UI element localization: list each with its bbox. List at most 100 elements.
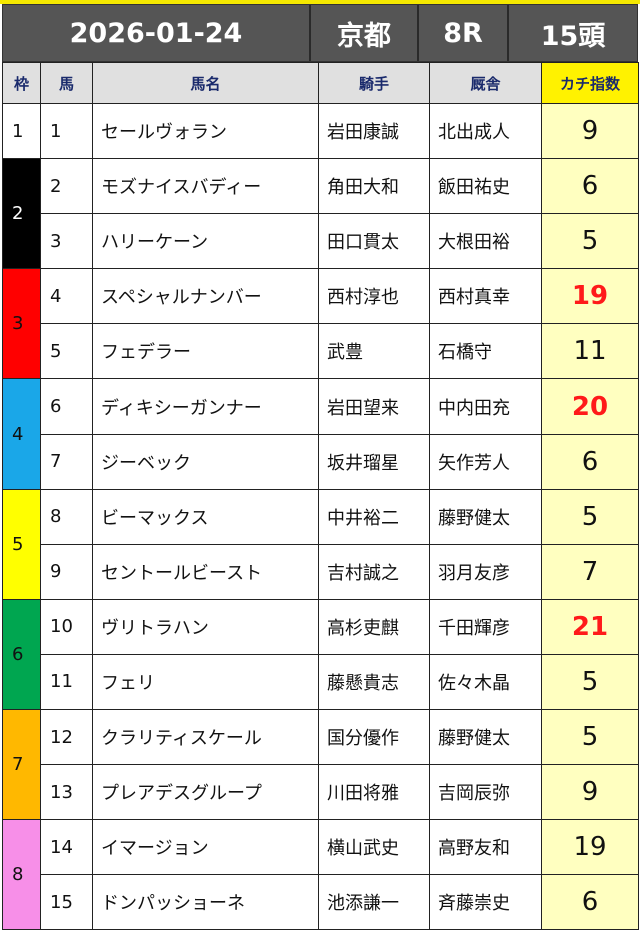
horse-name-cell: セントールビースト bbox=[92, 543, 319, 600]
table-row: 7 ジーベック 坂井瑠星 矢作芳人 6 bbox=[3, 433, 639, 490]
table-row: 3 4 スペシャルナンバー 西村淳也 西村真幸 19 bbox=[2, 268, 639, 380]
horse-name-cell: ディキシーガンナー bbox=[92, 378, 319, 435]
horse-name-cell: スペシャルナンバー bbox=[92, 268, 319, 325]
trainer-cell: 北出成人 bbox=[429, 102, 542, 160]
kachi-index-cell: 7 bbox=[541, 543, 639, 600]
jockey-cell: 角田大和 bbox=[318, 158, 430, 215]
trainer-cell: 石橋守 bbox=[429, 323, 542, 380]
table-row: 6 10 ヴリトラハン 高杉吏麒 千田輝彦 21 bbox=[2, 598, 639, 711]
kachi-index-cell: 21 bbox=[541, 598, 639, 655]
kachi-index-cell: 11 bbox=[541, 323, 639, 380]
table-row: 8 14 イマージョン 横山武史 高野友和 19 bbox=[2, 819, 639, 931]
horse-name-cell: プレアデスグループ bbox=[92, 764, 319, 821]
trainer-cell: 中内田充 bbox=[429, 378, 542, 435]
table-row: 9 セントールビースト 吉村誠之 羽月友彦 7 bbox=[3, 543, 639, 600]
umaban-cell: 10 bbox=[40, 598, 93, 655]
horse-name-cell: フェリ bbox=[92, 653, 319, 711]
trainer-cell: 藤野健太 bbox=[429, 709, 542, 766]
kachi-index-cell: 5 bbox=[541, 653, 639, 711]
waku-cell: 8 bbox=[2, 819, 41, 931]
kachi-index-cell: 19 bbox=[541, 268, 639, 325]
trainer-cell: 吉岡辰弥 bbox=[429, 764, 542, 821]
kachi-index-cell: 9 bbox=[541, 102, 639, 160]
horse-name-cell: ビーマックス bbox=[92, 488, 319, 545]
jockey-cell: 武豊 bbox=[318, 323, 430, 380]
kachi-index-cell: 6 bbox=[541, 433, 639, 490]
table-row: 11 フェリ 藤懸貴志 佐々木晶 5 bbox=[3, 653, 639, 711]
umaban-cell: 1 bbox=[40, 102, 93, 160]
umaban-cell: 3 bbox=[40, 213, 93, 270]
jockey-cell: 藤懸貴志 bbox=[318, 653, 430, 711]
kachi-index-cell: 5 bbox=[541, 213, 639, 270]
table-row: 15 ドンパッショーネ 池添謙一 斉藤崇史 6 bbox=[3, 874, 639, 931]
kachi-index-cell: 19 bbox=[541, 819, 639, 876]
jockey-cell: 岩田望来 bbox=[318, 378, 430, 435]
race-header: 2026-01-24 京都 8R 15頭 bbox=[2, 4, 638, 62]
kachi-index-cell: 20 bbox=[541, 378, 639, 435]
horse-name-cell: イマージョン bbox=[92, 819, 319, 876]
horse-name-cell: モズナイスバディー bbox=[92, 158, 319, 215]
umaban-cell: 8 bbox=[40, 488, 93, 545]
trainer-cell: 佐々木晶 bbox=[429, 653, 542, 711]
trainer-cell: 飯田祐史 bbox=[429, 158, 542, 215]
jockey-cell: 国分優作 bbox=[318, 709, 430, 766]
umaban-cell: 9 bbox=[40, 543, 93, 600]
umaban-cell: 11 bbox=[40, 653, 93, 711]
umaban-cell: 15 bbox=[40, 874, 93, 931]
waku-cell: 6 bbox=[2, 598, 41, 711]
entries-table: 枠 馬 馬名 騎手 厩舎 カチ指数 1 1 セールヴォラン 岩田康誠 北出成人 9 2 2 モズ… bbox=[2, 62, 639, 931]
umaban-cell: 5 bbox=[40, 323, 93, 380]
horse-name-cell: ハリーケーン bbox=[92, 213, 319, 270]
race-date: 2026-01-24 bbox=[3, 5, 311, 61]
trainer-cell: 西村真幸 bbox=[429, 268, 542, 325]
col-horse-name: 馬名 bbox=[92, 62, 319, 104]
umaban-cell: 7 bbox=[40, 433, 93, 490]
horse-name-cell: ヴリトラハン bbox=[92, 598, 319, 655]
table-row: 5 8 ビーマックス 中井裕二 藤野健太 5 bbox=[2, 488, 639, 600]
jockey-cell: 川田将雅 bbox=[318, 764, 430, 821]
jockey-cell: 吉村誠之 bbox=[318, 543, 430, 600]
table-row: 13 プレアデスグループ 川田将雅 吉岡辰弥 9 bbox=[3, 764, 639, 821]
jockey-cell: 田口貫太 bbox=[318, 213, 430, 270]
col-kachi-index: カチ指数 bbox=[541, 62, 639, 104]
trainer-cell: 大根田裕 bbox=[429, 213, 542, 270]
umaban-cell: 6 bbox=[40, 378, 93, 435]
trainer-cell: 羽月友彦 bbox=[429, 543, 542, 600]
table-row: 1 1 セールヴォラン 岩田康誠 北出成人 9 bbox=[2, 102, 639, 160]
trainer-cell: 千田輝彦 bbox=[429, 598, 542, 655]
race-venue: 京都 bbox=[311, 5, 419, 61]
kachi-index-cell: 5 bbox=[541, 709, 639, 766]
jockey-cell: 坂井瑠星 bbox=[318, 433, 430, 490]
waku-cell: 2 bbox=[2, 158, 41, 270]
waku-cell: 3 bbox=[2, 268, 41, 380]
race-number: 8R bbox=[419, 5, 509, 61]
waku-cell: 5 bbox=[2, 488, 41, 600]
table-header-row: 枠 馬 馬名 騎手 厩舎 カチ指数 bbox=[2, 62, 639, 104]
kachi-index-cell: 5 bbox=[541, 488, 639, 545]
jockey-cell: 横山武史 bbox=[318, 819, 430, 876]
trainer-cell: 矢作芳人 bbox=[429, 433, 542, 490]
col-waku: 枠 bbox=[2, 62, 41, 104]
horse-name-cell: フェデラー bbox=[92, 323, 319, 380]
horse-name-cell: ドンパッショーネ bbox=[92, 874, 319, 931]
jockey-cell: 池添謙一 bbox=[318, 874, 430, 931]
jockey-cell: 西村淳也 bbox=[318, 268, 430, 325]
trainer-cell: 藤野健太 bbox=[429, 488, 542, 545]
col-umaban: 馬 bbox=[40, 62, 93, 104]
kachi-index-cell: 6 bbox=[541, 158, 639, 215]
umaban-cell: 12 bbox=[40, 709, 93, 766]
waku-cell: 1 bbox=[2, 102, 41, 160]
table-row: 5 フェデラー 武豊 石橋守 11 bbox=[3, 323, 639, 380]
kachi-index-cell: 6 bbox=[541, 874, 639, 931]
umaban-cell: 14 bbox=[40, 819, 93, 876]
umaban-cell: 2 bbox=[40, 158, 93, 215]
horse-name-cell: セールヴォラン bbox=[92, 102, 319, 160]
table-row: 2 2 モズナイスバディー 角田大和 飯田祐史 6 bbox=[2, 158, 639, 270]
umaban-cell: 4 bbox=[40, 268, 93, 325]
jockey-cell: 中井裕二 bbox=[318, 488, 430, 545]
horse-name-cell: ジーベック bbox=[92, 433, 319, 490]
horse-name-cell: クラリティスケール bbox=[92, 709, 319, 766]
trainer-cell: 高野友和 bbox=[429, 819, 542, 876]
kachi-index-cell: 9 bbox=[541, 764, 639, 821]
runner-count: 15頭 bbox=[540, 20, 606, 52]
